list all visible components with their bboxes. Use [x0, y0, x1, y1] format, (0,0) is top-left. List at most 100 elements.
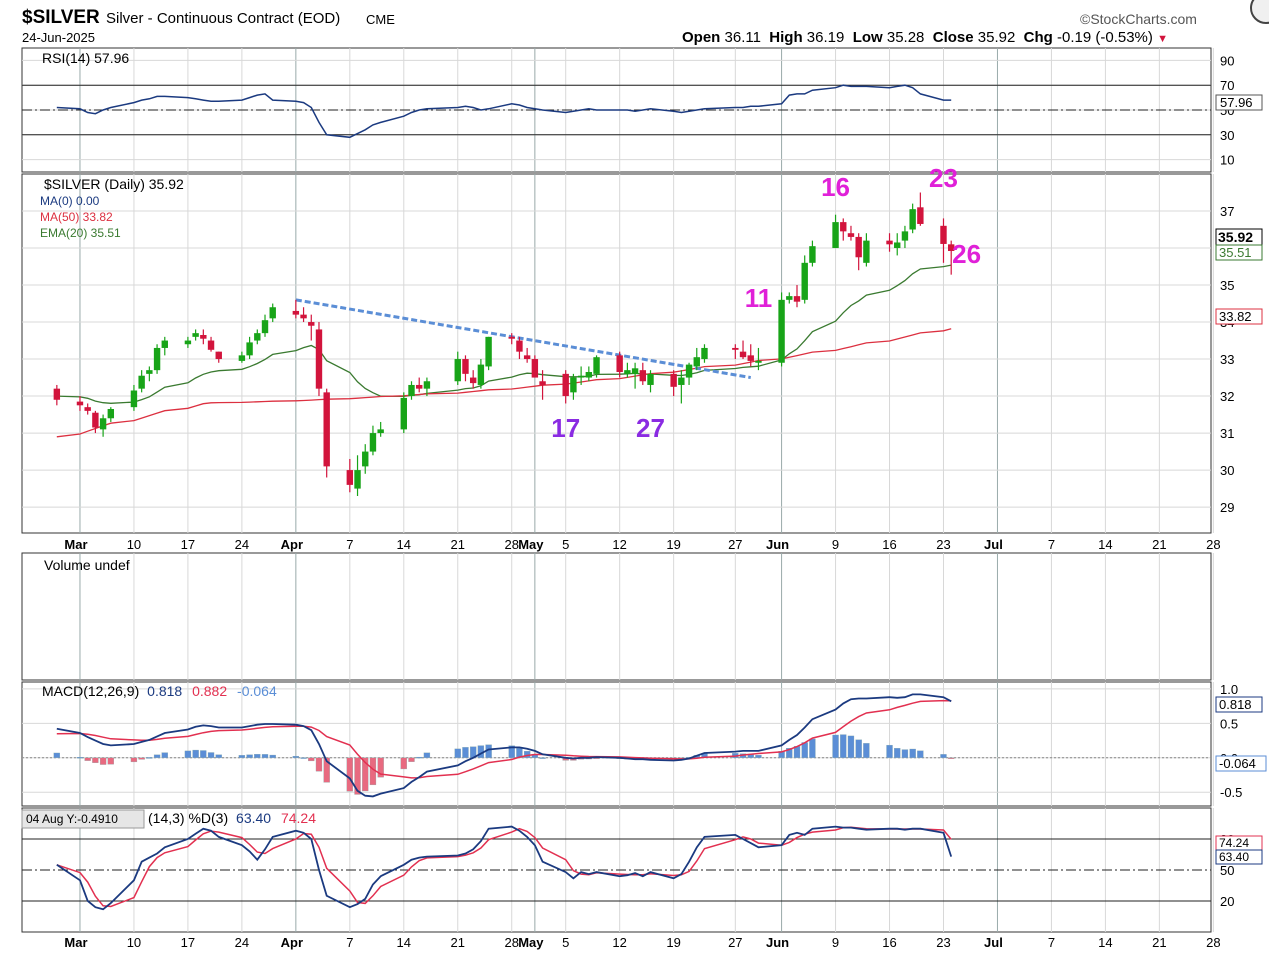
x-tick-label: 14	[1098, 537, 1112, 552]
stoch-label: (14,3) %D(3) 63.40 74.24	[148, 810, 316, 826]
candle-body	[585, 372, 593, 378]
candle-body	[184, 340, 192, 345]
macd-hist-bar	[539, 757, 546, 759]
brand-logo[interactable]: ©StockCharts.com	[1080, 11, 1197, 27]
panel-frames	[21, 47, 1212, 933]
macd-hist-bar	[901, 749, 909, 758]
macd-hist-bar	[346, 757, 353, 792]
candle-body	[161, 340, 168, 348]
x-tick-label: Mar	[64, 935, 87, 950]
stoch-title: (14,3) %D(3)	[148, 810, 228, 826]
candle-body	[315, 329, 323, 389]
candle-body	[269, 307, 276, 319]
macd-hist-bar	[315, 757, 323, 772]
macd-line	[56, 693, 952, 798]
rsi-layer	[56, 84, 952, 139]
ma50-line	[56, 328, 952, 438]
candle-body	[215, 351, 222, 360]
candle-body	[462, 359, 469, 374]
rsi-tick-label: 10	[1220, 153, 1234, 168]
ma50-badge: 33.82	[1219, 309, 1252, 324]
stoch-k-line	[56, 825, 953, 911]
candle-body	[531, 359, 539, 378]
macd-hist-bar	[917, 750, 924, 758]
candle-body	[138, 375, 145, 389]
price-label: $SILVER (Daily) 35.92	[44, 176, 184, 192]
rsi-line	[56, 84, 952, 139]
x-tick-label: 9	[832, 935, 839, 950]
candle-body	[847, 233, 855, 237]
candle-body	[786, 296, 793, 300]
low-label: Low	[852, 29, 883, 46]
tooltip-text: 04 Aug Y:-0.4910	[26, 812, 118, 826]
ma50-badge-box	[1215, 308, 1263, 325]
candle-body	[631, 368, 639, 374]
candle-body	[130, 390, 138, 408]
x-tick-label: Apr	[281, 537, 303, 552]
close-badge: 35.92	[1218, 229, 1253, 245]
macd-hist-bar	[508, 745, 515, 758]
macd-hist-bar	[462, 747, 469, 758]
stoch-k-badge: 63.40	[1219, 850, 1249, 864]
macd-hist-bar	[354, 757, 361, 795]
candle-body	[454, 359, 461, 382]
candle-body	[863, 240, 870, 263]
annotation-label: 17	[551, 413, 580, 443]
rsi-tick-label: 30	[1220, 128, 1234, 143]
x-tick-label: 7	[346, 935, 353, 950]
candle-body	[508, 336, 515, 339]
macd-hist-bar	[377, 757, 384, 778]
macd-hist-bar	[192, 749, 199, 758]
x-tick-label: 23	[936, 935, 950, 950]
candle-body	[423, 381, 431, 389]
macd-hist-bar	[261, 754, 269, 758]
macd-hist-bar	[323, 757, 330, 783]
price-tick-label: 29	[1220, 500, 1234, 515]
macd-hist-bar	[948, 757, 955, 759]
price-tick-label: 37	[1220, 204, 1234, 219]
price-tick-label: 30	[1220, 463, 1234, 478]
candle-body	[308, 322, 315, 326]
candle-body	[146, 370, 153, 374]
x-tick-label: 7	[1048, 537, 1055, 552]
tooltip-box	[21, 809, 145, 829]
candle-body	[562, 373, 569, 397]
x-tick-label: 14	[397, 537, 411, 552]
candle-body	[469, 377, 477, 384]
stoch-d-value: 74.24	[281, 810, 316, 826]
rsi-label: RSI(14) 57.96	[42, 50, 129, 66]
macd-hist-bar	[755, 754, 762, 758]
macd-title: MACD(12,26,9)	[42, 683, 139, 699]
candle-body	[377, 429, 384, 434]
macd-hist-bar	[153, 754, 161, 758]
close-value: 35.92	[977, 29, 1016, 46]
macd-hist-bar	[362, 757, 369, 792]
macd-signal-value: 0.882	[192, 683, 227, 699]
x-tick-label: 27	[728, 935, 742, 950]
legend-ma50: MA(50) 33.82	[40, 210, 113, 224]
x-tick-label: 21	[1152, 935, 1166, 950]
x-tick-label: 7	[346, 537, 353, 552]
candle-body	[207, 340, 215, 350]
x-tick-label: 5	[562, 935, 569, 950]
rsi-badge-box	[1215, 94, 1263, 111]
macd-hist-bar	[909, 748, 916, 758]
candle-body	[92, 412, 99, 428]
candle-body	[416, 384, 423, 389]
x-tick-label: 21	[451, 537, 465, 552]
candle-body	[523, 355, 531, 360]
x-tick-label: 16	[882, 537, 896, 552]
rsi-tick-label: 90	[1220, 53, 1234, 68]
candle-body	[739, 351, 747, 358]
x-tick-label: 14	[1098, 935, 1112, 950]
macd-value: 0.818	[147, 683, 182, 699]
annotation-label: 11	[745, 283, 773, 313]
close-icon[interactable]	[1250, 0, 1269, 24]
high-label: High	[769, 29, 803, 46]
macd-hist-bar	[292, 755, 300, 758]
candle-body	[901, 231, 909, 241]
candle-body	[570, 377, 577, 393]
macd-tick-label: 0.5	[1220, 716, 1238, 731]
macd-hist-bar	[246, 754, 253, 758]
